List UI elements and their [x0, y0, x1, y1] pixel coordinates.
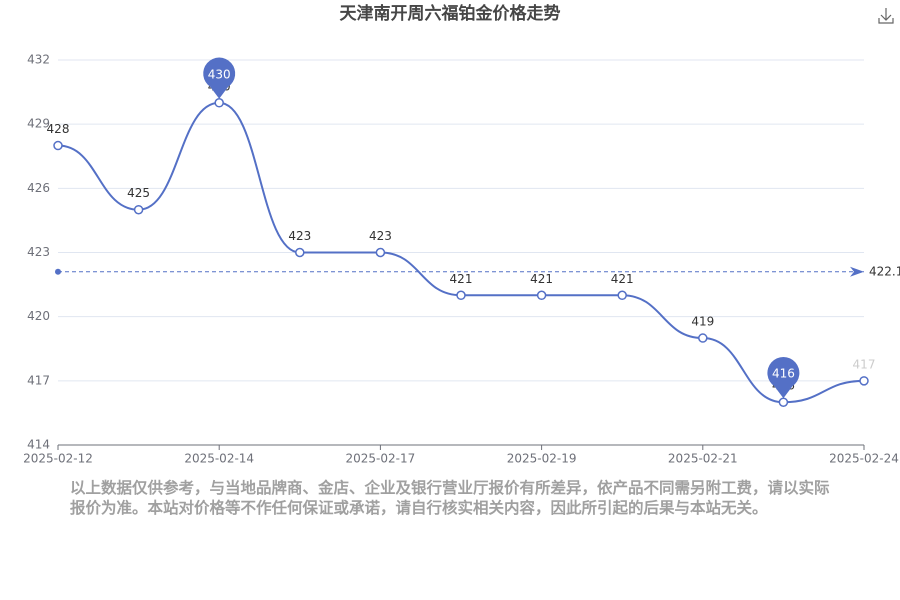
x-tick-label: 2025-02-24 — [829, 452, 899, 466]
mean-arrow — [850, 266, 864, 277]
value-label: 423 — [369, 229, 392, 243]
point — [214, 98, 224, 108]
value-label: 417 — [853, 357, 876, 371]
chart-title: 天津南开周六福铂金价格走势 — [340, 3, 561, 24]
price-line — [57, 101, 865, 404]
y-tick-label: 426 — [27, 181, 50, 195]
y-tick-label: 423 — [27, 245, 50, 259]
point — [778, 397, 789, 407]
mark-pin — [203, 57, 236, 99]
value-label: 421 — [611, 272, 634, 286]
point — [375, 247, 386, 258]
mark-pin — [767, 356, 800, 399]
point — [295, 247, 305, 258]
point — [617, 290, 627, 301]
value-label: 423 — [288, 229, 311, 243]
point — [456, 290, 466, 301]
x-tick-label: 2025-02-12 — [23, 452, 93, 466]
value-label: 428 — [47, 122, 70, 136]
y-tick-label: 414 — [27, 438, 50, 452]
y-tick-label: 432 — [27, 53, 50, 67]
value-label: 425 — [127, 186, 150, 200]
mean-start — [55, 268, 61, 275]
point — [536, 290, 547, 301]
point — [133, 204, 144, 215]
value-label: 421 — [530, 272, 553, 286]
mark-pin-label: 430 — [208, 67, 231, 81]
y-tick-label: 420 — [27, 309, 50, 323]
x-tick-label: 2025-02-17 — [346, 452, 416, 466]
disclaimer: 以上数据仅供参考，与当地品牌商、金店、企业及银行营业厅报价有所差异，依产品不同需… — [70, 479, 830, 517]
value-label: 421 — [450, 272, 473, 286]
x-tick-label: 2025-02-19 — [507, 452, 577, 466]
value-label: 419 — [691, 315, 714, 329]
y-tick-label: 429 — [27, 117, 50, 131]
point — [53, 140, 63, 151]
x-tick-label: 2025-02-21 — [668, 452, 738, 466]
download-button[interactable] — [878, 8, 894, 24]
point — [859, 376, 869, 386]
point — [698, 333, 708, 343]
mean-label: 422.1 — [869, 264, 900, 278]
x-tick-label: 2025-02-14 — [184, 452, 254, 466]
mark-pin-label: 416 — [772, 367, 795, 381]
y-tick-label: 417 — [27, 373, 50, 387]
